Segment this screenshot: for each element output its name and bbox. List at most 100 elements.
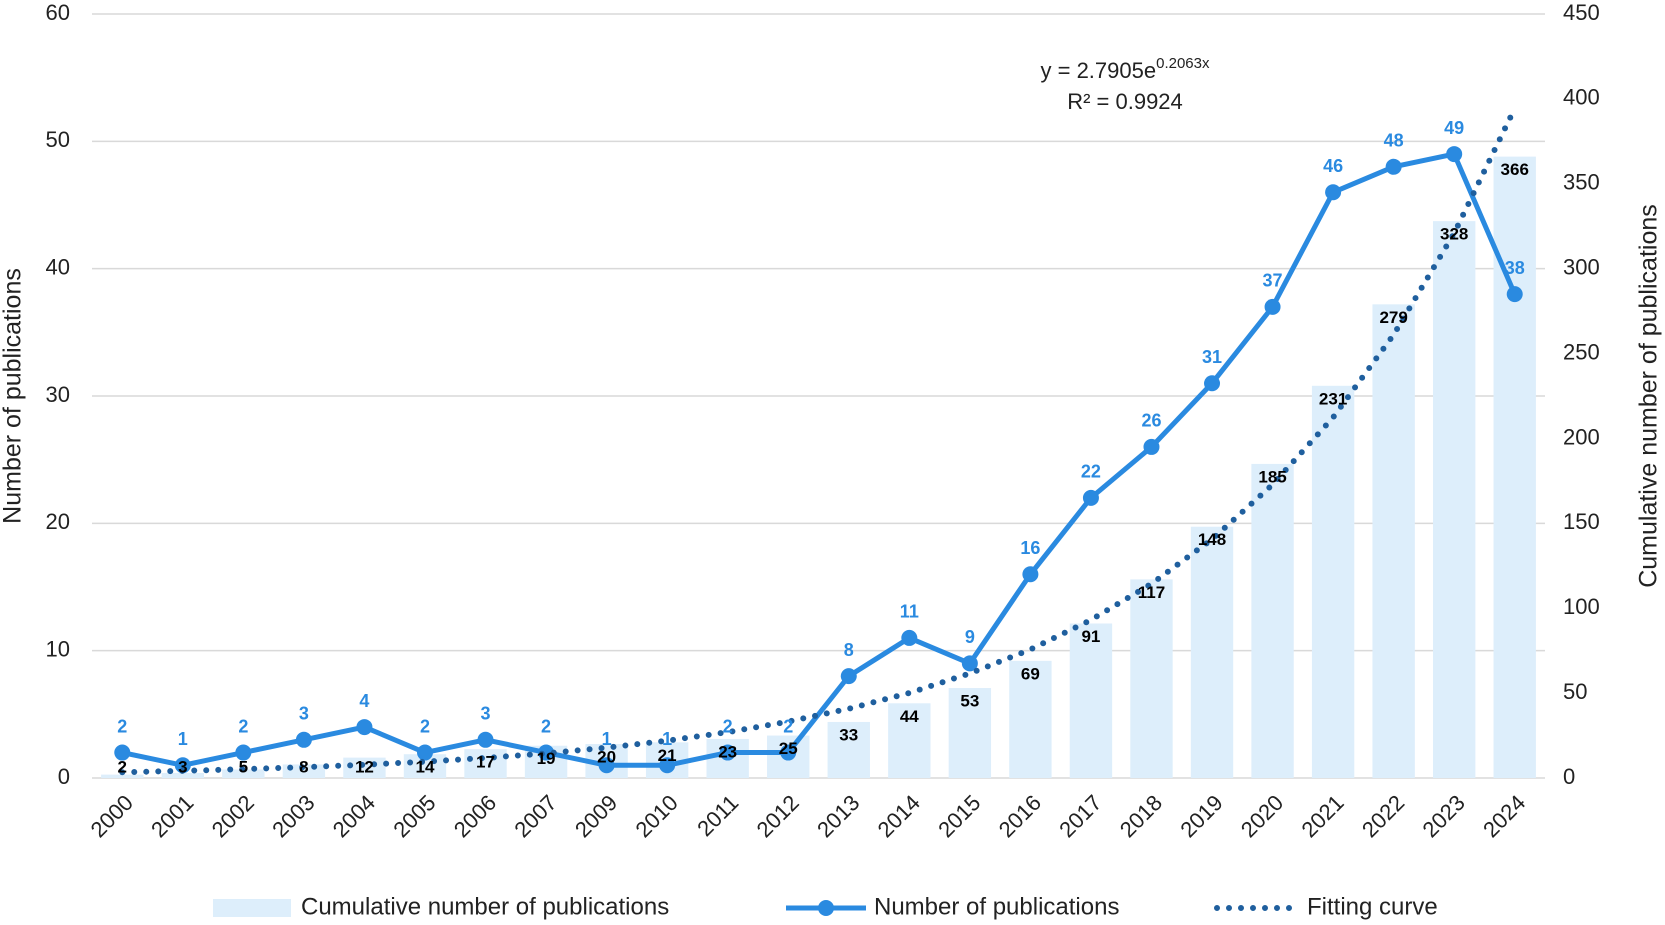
bar-value-label: 5 — [239, 757, 248, 776]
legend-swatch — [213, 899, 291, 917]
line-value-label: 46 — [1323, 156, 1343, 176]
x-tick-label: 2001 — [146, 790, 198, 842]
bar-value-label: 53 — [960, 692, 979, 711]
marker — [356, 719, 373, 736]
marker — [598, 757, 615, 774]
grid — [92, 13, 1545, 779]
x-tick-label: 2005 — [388, 790, 440, 842]
legend-label: Cumulative number of publications — [301, 893, 669, 920]
bar-value-label: 21 — [658, 746, 677, 765]
marker — [1385, 158, 1402, 175]
bar-value-label: 328 — [1440, 225, 1468, 244]
legend-label: Fitting curve — [1307, 893, 1438, 920]
line-value-label: 31 — [1202, 347, 1222, 367]
line-value-label: 3 — [481, 704, 491, 724]
legend-label: Number of publications — [874, 893, 1119, 920]
bar-value-label: 17 — [476, 753, 495, 772]
marker — [1264, 298, 1281, 315]
bar-value-label: 2 — [118, 757, 127, 776]
bar — [1190, 526, 1234, 778]
x-tick-label: 2017 — [1054, 790, 1106, 842]
bar — [464, 749, 507, 778]
marker — [1506, 286, 1523, 303]
line-value-label: 26 — [1141, 411, 1161, 431]
line — [119, 151, 1518, 768]
line-value-label: 1 — [662, 729, 672, 749]
marker — [719, 744, 736, 761]
x-tick-label: 2011 — [692, 790, 743, 841]
y-tick-label: 30 — [46, 382, 70, 407]
line-value-label: 2 — [783, 716, 793, 736]
y2-tick-label: 100 — [1563, 594, 1600, 619]
y2-axis-title: Cumulative number of publications — [1635, 204, 1663, 588]
marker — [780, 744, 797, 761]
bar — [1372, 304, 1415, 778]
line-value-label: 16 — [1020, 538, 1040, 558]
legend-item: Fitting curve — [1214, 893, 1438, 920]
lines — [114, 105, 1523, 776]
bar — [1130, 579, 1173, 778]
x-tick-label: 2010 — [630, 790, 682, 842]
x-tick-label: 2020 — [1236, 790, 1288, 842]
legend-item: Cumulative number of publications — [213, 893, 669, 920]
x-tick-label: 2000 — [86, 790, 138, 842]
line-value-label: 1 — [602, 729, 612, 749]
bar-value-label: 14 — [416, 757, 435, 776]
bar-value-label: 19 — [537, 749, 556, 768]
x-tick-label: 2003 — [267, 790, 319, 842]
line-value-label: 37 — [1263, 271, 1283, 291]
line-value-label: 8 — [844, 640, 854, 660]
x-tick-label: 2006 — [449, 790, 501, 842]
line-value-label: 9 — [965, 627, 975, 647]
x-tick-label: 2016 — [994, 790, 1046, 842]
bar — [1009, 660, 1052, 778]
line-value-label: 11 — [900, 602, 919, 622]
bar — [222, 769, 265, 778]
marker — [1204, 375, 1221, 392]
equation: y = 2.7905e — [1041, 58, 1157, 83]
line-value-label: 2 — [541, 716, 551, 736]
bar-value-label: 3 — [178, 757, 187, 776]
y-tick-label: 0 — [58, 764, 70, 789]
bar-value-label: 12 — [355, 757, 374, 776]
bar — [101, 774, 144, 778]
line-value-label: 3 — [299, 704, 309, 724]
y-tick-label: 20 — [46, 509, 70, 534]
marker — [416, 744, 433, 761]
line-value-label: 2 — [723, 716, 733, 736]
x-tick-label: 2004 — [328, 790, 380, 842]
y2-tick-label: 50 — [1563, 679, 1587, 704]
x-tick-label: 2021 — [1296, 790, 1348, 842]
line-value-label: 2 — [238, 716, 248, 736]
y-tick-label: 60 — [46, 0, 70, 25]
bar — [827, 721, 870, 778]
x-tick-label: 2014 — [873, 790, 925, 842]
marker — [961, 655, 978, 672]
bar-value-label: 25 — [779, 739, 798, 758]
line-value-label: 2 — [117, 716, 127, 736]
marker — [1143, 438, 1160, 455]
r-squared: R² = 0.9924 — [1067, 89, 1183, 114]
bar-value-label: 8 — [299, 757, 308, 776]
y2-tick-label: 200 — [1563, 424, 1600, 449]
x-tick-label: 2002 — [207, 790, 259, 842]
marker — [840, 668, 857, 685]
line-value-label: 2 — [420, 716, 430, 736]
bar-value-label: 33 — [839, 725, 858, 744]
y2-tick-label: 150 — [1563, 509, 1600, 534]
line-value-label: 48 — [1384, 131, 1404, 151]
y2-tick-label: 300 — [1563, 254, 1600, 279]
bar — [1432, 221, 1476, 778]
bar-value-label: 23 — [718, 742, 737, 761]
bar-value-label: 148 — [1198, 530, 1226, 549]
x-tick-label: 2007 — [509, 790, 561, 842]
equation-exponent: 0.2063x — [1156, 55, 1210, 72]
y2-tick-label: 0 — [1563, 764, 1575, 789]
fit-equation: y = 2.7905e0.2063x — [1041, 55, 1210, 83]
bar — [948, 688, 992, 778]
y2-tick-label: 400 — [1563, 85, 1600, 110]
y2-tick-label: 250 — [1563, 339, 1600, 364]
bar-value-label: 279 — [1379, 308, 1407, 327]
marker — [295, 731, 312, 748]
